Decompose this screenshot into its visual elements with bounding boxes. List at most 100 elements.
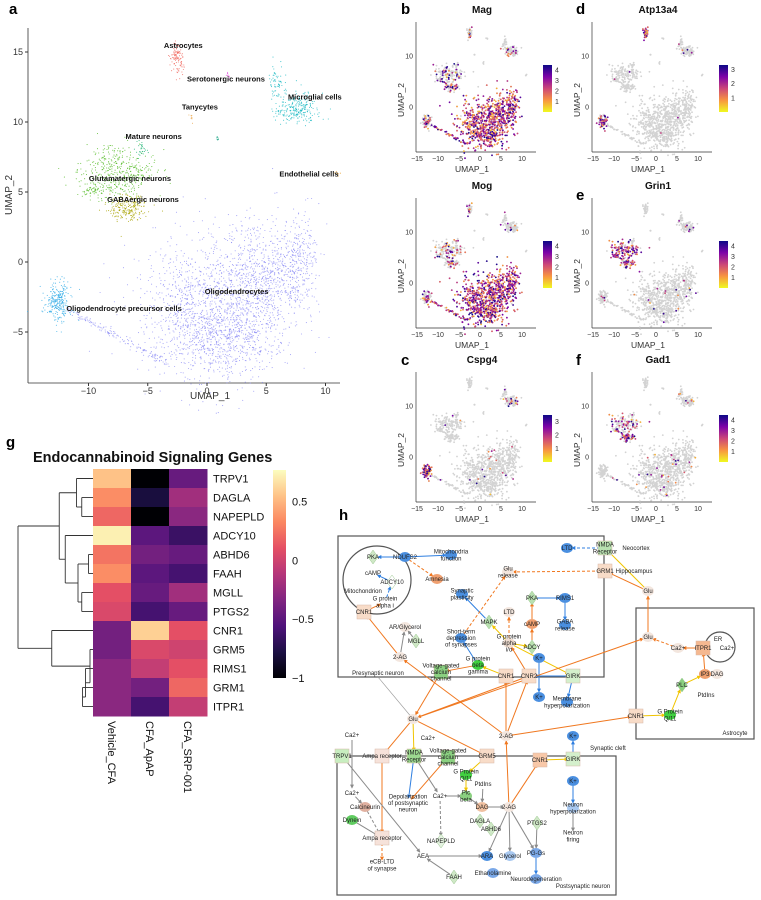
cell-point (221, 324, 223, 326)
cell-point (306, 290, 309, 292)
cell-point (264, 348, 266, 350)
cell-point (274, 72, 276, 74)
cell-point (88, 177, 91, 179)
cell-point (285, 265, 287, 268)
cell-point (217, 315, 220, 317)
cell-point (287, 251, 289, 253)
cell-point (188, 290, 190, 292)
cell-point (238, 289, 240, 291)
cell-point (180, 317, 182, 319)
cell-point (283, 255, 286, 257)
cell-point (198, 318, 200, 320)
cell-point (196, 281, 198, 283)
x-tick-label: −15 (411, 156, 423, 163)
cell-point (264, 314, 266, 316)
cell-point (139, 205, 141, 207)
cell-point (169, 295, 171, 297)
cell-point (242, 329, 244, 331)
cell-point (221, 287, 223, 289)
cell-point (303, 279, 306, 281)
cell-point (27, 311, 29, 313)
cell-point (215, 404, 217, 406)
cell-point (235, 315, 237, 317)
cell-point (238, 303, 240, 305)
cell-point (100, 161, 102, 163)
cell-point (216, 330, 218, 332)
cell-point (121, 205, 123, 207)
cell-point (236, 230, 238, 232)
cell-point (280, 270, 282, 272)
cell-point (293, 117, 295, 119)
cell-point (252, 347, 254, 349)
cell-point (234, 358, 237, 360)
cell-point (99, 291, 101, 294)
cell-point (141, 178, 143, 180)
cell-point (257, 330, 259, 332)
cell-point (75, 178, 77, 180)
cell-point (186, 309, 188, 311)
x-axis-label: UMAP_1 (455, 164, 489, 174)
cell-point (174, 222, 176, 224)
cell-point (188, 114, 190, 116)
cell-point (186, 234, 188, 236)
cell-point (267, 255, 269, 257)
cell-point (306, 294, 308, 296)
cell-point (181, 54, 183, 56)
cell-point (272, 262, 274, 264)
cell-point (165, 295, 167, 297)
cell-point (293, 248, 295, 251)
cell-point (197, 336, 199, 339)
cell-point (56, 308, 59, 310)
cell-point (202, 401, 204, 403)
cell-point (210, 294, 213, 296)
cell-point (280, 75, 282, 77)
cell-point (230, 270, 233, 272)
cell-point (199, 329, 201, 331)
cell-point (173, 304, 175, 306)
cell-point (293, 241, 295, 243)
cell-point (261, 323, 263, 326)
cell-point (217, 344, 219, 346)
cell-point (233, 348, 235, 350)
cell-point (111, 168, 113, 170)
cell-point (167, 363, 169, 365)
cell-point (315, 260, 317, 262)
cell-point (215, 265, 217, 267)
cell-point (84, 183, 86, 185)
cell-point (184, 304, 186, 306)
cell-point (182, 56, 184, 59)
cell-point (121, 215, 123, 218)
cell-point (210, 338, 212, 340)
cell-point (121, 156, 123, 159)
cell-point (89, 319, 91, 321)
cell-point (280, 310, 282, 312)
cluster-label: Serotonergic neurons (187, 74, 265, 83)
cell-point (278, 95, 280, 97)
cell-point (204, 302, 207, 304)
cell-point (119, 336, 122, 338)
cell-point (171, 56, 173, 58)
cell-point (289, 110, 291, 112)
cell-point (264, 261, 266, 263)
cell-point (197, 300, 200, 302)
cell-point (236, 335, 238, 337)
cell-point (115, 205, 118, 208)
cell-point (241, 345, 243, 347)
cell-point (271, 277, 273, 279)
cell-point (226, 256, 228, 258)
cell-point (318, 336, 320, 339)
cell-point (176, 259, 178, 261)
cell-point (251, 349, 253, 351)
cell-point (179, 341, 181, 343)
cell-point (253, 335, 255, 337)
cell-point (224, 257, 226, 259)
cell-point (152, 297, 154, 299)
cell-point (237, 285, 239, 287)
cell-point (266, 302, 268, 304)
cell-point (131, 340, 133, 342)
cell-point (190, 303, 192, 305)
cell-point (239, 257, 241, 259)
cell-point (182, 343, 184, 345)
cell-point (227, 294, 229, 296)
cell-point (117, 159, 119, 161)
